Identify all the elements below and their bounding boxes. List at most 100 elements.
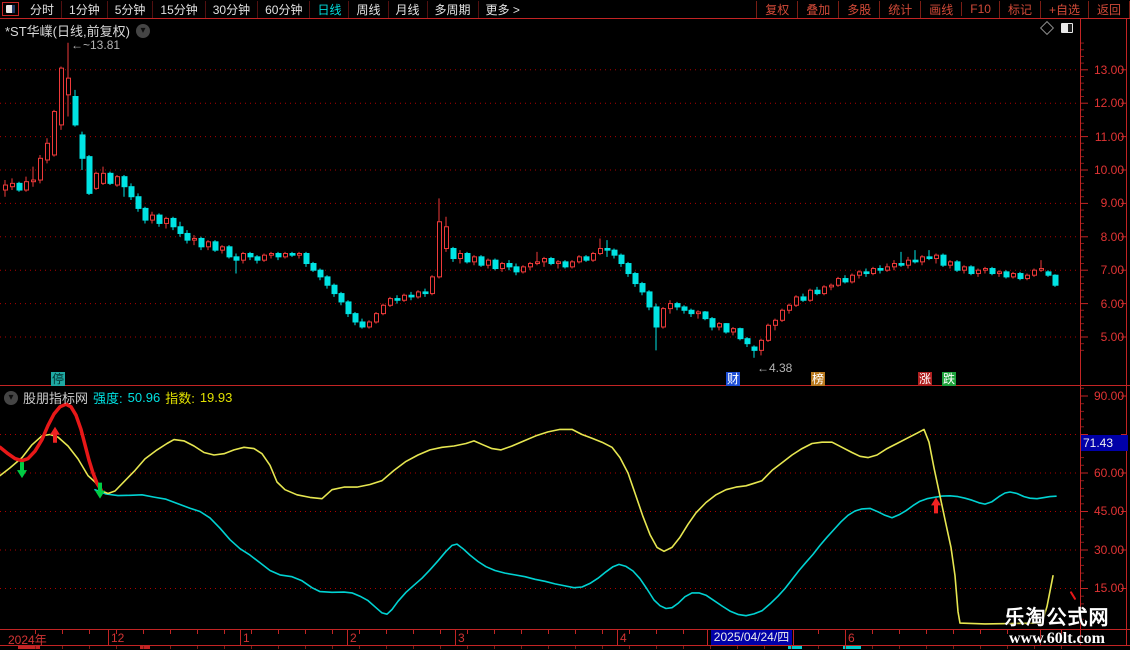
low-price-annotation: ←4.38 xyxy=(757,361,793,375)
clipped-tick xyxy=(575,646,576,649)
clipped-tick xyxy=(62,646,63,649)
price-axis-label: 8.00 xyxy=(1100,229,1124,244)
clipped-tick xyxy=(251,646,252,649)
time-axis-label: 3 xyxy=(458,631,465,645)
clipped-tick xyxy=(710,646,711,649)
menu-item-F10[interactable]: F10 xyxy=(961,2,999,16)
axis-minor-tick xyxy=(521,630,522,634)
clipped-tick xyxy=(899,646,900,649)
menu-item-更多 >[interactable]: 更多 > xyxy=(477,0,527,18)
indicator-axis-label: 45.00 xyxy=(1093,504,1124,519)
axis-minor-tick xyxy=(278,630,279,634)
menu-item-+自选[interactable]: +自选 xyxy=(1039,0,1088,18)
axis-minor-tick xyxy=(980,630,981,634)
menu-item-标记[interactable]: 标记 xyxy=(998,0,1040,18)
axis-minor-tick xyxy=(656,630,657,634)
axis-minor-tick xyxy=(89,630,90,634)
menu-item-周线[interactable]: 周线 xyxy=(348,0,387,18)
clipped-tick xyxy=(683,646,684,649)
clipped-fragment xyxy=(18,646,40,649)
clipped-tick xyxy=(467,646,468,649)
clipped-tick xyxy=(1034,646,1035,649)
menu-item-月线[interactable]: 月线 xyxy=(387,0,427,18)
time-axis-label: 4 xyxy=(620,631,627,645)
clipped-tick xyxy=(602,646,603,649)
menu-item-日线[interactable]: 日线 xyxy=(309,0,348,18)
menu-item-多股[interactable]: 多股 xyxy=(838,0,879,18)
chevron-down-icon[interactable]: ▾ xyxy=(135,23,150,38)
axis-minor-tick xyxy=(683,630,684,634)
time-axis[interactable]: 2025/04/24/四 2024年 12 1 2 3 4 6 xyxy=(0,629,1130,647)
menu-item-60分钟[interactable]: 60分钟 xyxy=(257,0,309,18)
menu-item-画线[interactable]: 画线 xyxy=(920,0,961,18)
axis-separator-tick xyxy=(455,630,456,645)
indicator-name: 股朋指标网 xyxy=(23,391,89,406)
clipped-tick xyxy=(332,646,333,649)
axis-minor-tick xyxy=(35,630,36,634)
menu-item-5分钟[interactable]: 5分钟 xyxy=(106,0,153,18)
clipped-tick xyxy=(170,646,171,649)
axis-minor-tick xyxy=(494,630,495,634)
axis-minor-tick xyxy=(251,630,252,634)
buy-signal-arrow xyxy=(50,426,60,443)
clipped-tick xyxy=(764,646,765,649)
price-axis-label: 13.00 xyxy=(1093,62,1124,77)
time-axis-label: 12 xyxy=(111,631,125,645)
menu-item-多周期[interactable]: 多周期 xyxy=(426,0,478,18)
menu-item-叠加[interactable]: 叠加 xyxy=(797,0,838,18)
axis-minor-tick xyxy=(224,630,225,634)
menu-item-15分钟[interactable]: 15分钟 xyxy=(152,0,204,18)
clipped-fragment xyxy=(843,646,861,649)
axis-minor-tick xyxy=(548,630,549,634)
top-menu-bar: 分时 1分钟 5分钟 15分钟 30分钟 60分钟 日线 周线 月线 多周期 更多 > 复权 叠加 多股… xyxy=(0,0,1130,19)
clipped-bottom-strip xyxy=(0,646,1130,650)
price-axis-label: 6.00 xyxy=(1100,296,1124,311)
menu-item-30分钟[interactable]: 30分钟 xyxy=(204,0,257,18)
hot-badge-榜[interactable]: 榜 xyxy=(811,372,826,386)
hot-badge-涨[interactable]: 涨 xyxy=(918,372,933,386)
sell-signal-arrow xyxy=(95,482,105,499)
strength-label: 强度: xyxy=(93,391,123,406)
axis-minor-tick xyxy=(1007,630,1008,634)
axis-minor-tick xyxy=(359,630,360,634)
axis-minor-tick xyxy=(170,630,171,634)
indicator-plot[interactable] xyxy=(0,386,1130,629)
clipped-tick xyxy=(278,646,279,649)
indicator-axis-label: 90.00 xyxy=(1093,388,1124,403)
chart-title-row: *ST华嶫(日线,前复权) ▾ xyxy=(5,21,150,40)
clipped-tick xyxy=(521,646,522,649)
menu-item-复权[interactable]: 复权 xyxy=(756,0,797,18)
clipped-tick xyxy=(791,646,792,649)
axis-minor-tick xyxy=(629,630,630,634)
menu-item-返回[interactable]: 返回 xyxy=(1087,0,1130,18)
watermark-line2: www.60lt.com xyxy=(1009,630,1105,647)
axis-border-left xyxy=(1080,19,1081,646)
axis-minor-tick xyxy=(440,630,441,634)
indicator-axis-label: 30.00 xyxy=(1093,542,1124,557)
strength-value: 50.96 xyxy=(127,390,161,405)
clipped-tick xyxy=(359,646,360,649)
price-axis-label: 10.00 xyxy=(1093,163,1124,177)
hot-badge-跌[interactable]: 跌 xyxy=(942,372,957,386)
hot-badge-财[interactable]: 财 xyxy=(726,372,741,386)
menu-item-统计[interactable]: 统计 xyxy=(879,0,920,18)
candlestick-plot[interactable] xyxy=(0,19,1130,385)
clipped-fragment xyxy=(788,646,802,649)
clipped-tick xyxy=(980,646,981,649)
hot-badge-停[interactable]: 停 xyxy=(51,372,66,386)
axis-separator-tick xyxy=(240,630,241,645)
price-axis-label: 7.00 xyxy=(1100,263,1124,278)
diamond-icon[interactable] xyxy=(1039,20,1055,36)
axis-minor-tick xyxy=(386,630,387,634)
date-highlight-box: 2025/04/24/四 xyxy=(711,630,792,645)
menu-item-1分钟[interactable]: 1分钟 xyxy=(61,0,107,18)
period-menu: 分时 1分钟 5分钟 15分钟 30分钟 60分钟 日线 周线 月线 多周期 更多 > xyxy=(23,0,527,18)
layout-icon[interactable] xyxy=(2,2,19,16)
chevron-down-icon[interactable]: ▾ xyxy=(4,390,18,405)
clipped-fragment xyxy=(140,646,150,649)
clipped-tick xyxy=(413,646,414,649)
panel-toggle-icon[interactable] xyxy=(1061,23,1073,33)
clipped-tick xyxy=(440,646,441,649)
menu-item-分时[interactable]: 分时 xyxy=(30,2,55,17)
